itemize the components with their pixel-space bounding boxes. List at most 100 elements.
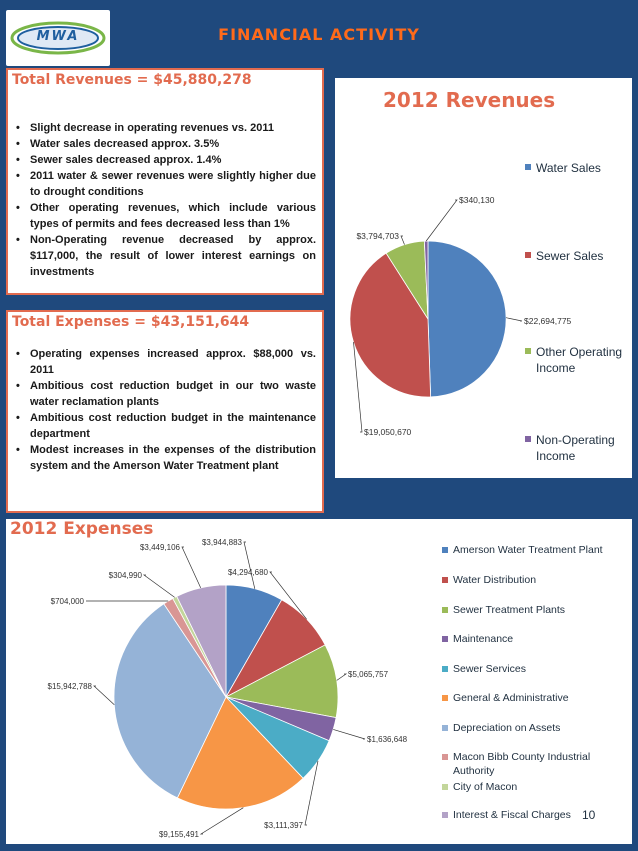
revenue-pie-chart: $22,694,775 $19,050,670 $3,794,703 $340,130 bbox=[349, 195, 572, 437]
legend-item-other-operating-income: Other Operating Income bbox=[525, 344, 631, 376]
data-label-sewer-treatment-plants: $5,065,757 bbox=[348, 670, 389, 679]
leader-line-maintenance bbox=[333, 729, 366, 740]
revenue-bullet: 2011 water & sewer revenues were slightl… bbox=[14, 168, 316, 200]
legend-swatch bbox=[442, 784, 448, 790]
revenue-chart-panel: $22,694,775 $19,050,670 $3,794,703 $340,130… bbox=[335, 78, 632, 478]
legend-label: Non-Operating Income bbox=[536, 433, 615, 463]
legend-item-interest-fiscal-charges: Interest & Fiscal Charges bbox=[442, 808, 623, 822]
leader-line-non-operating-income bbox=[425, 199, 458, 242]
legend-label: Amerson Water Treatment Plant bbox=[453, 544, 603, 556]
legend-item-macon-bibb-county-industrial-authority: Macon Bibb County Industrial Authority bbox=[442, 750, 623, 778]
legend-item-non-operating-income: Non-Operating Income bbox=[525, 432, 631, 464]
legend-swatch bbox=[525, 348, 531, 354]
legend-item-water-sales: Water Sales bbox=[525, 160, 631, 176]
logo: MWA bbox=[6, 10, 110, 66]
data-label-maintenance: $1,636,648 bbox=[367, 735, 408, 744]
legend-swatch bbox=[442, 812, 448, 818]
data-label-general-administrative: $9,155,491 bbox=[159, 830, 200, 839]
revenue-bullet: Water sales decreased approx. 3.5% bbox=[14, 136, 316, 152]
data-label-non-operating-income: $340,130 bbox=[459, 195, 495, 205]
legend-label: General & Administrative bbox=[453, 692, 569, 704]
pie-slice-non-operating-income bbox=[423, 240, 429, 320]
legend-swatch bbox=[442, 636, 448, 642]
page-number: 10 bbox=[582, 808, 596, 822]
pie-slice-sewer-treatment-plants bbox=[224, 644, 339, 719]
leader-line-water-sales bbox=[505, 317, 523, 322]
legend-swatch bbox=[525, 436, 531, 442]
legend-swatch bbox=[442, 725, 448, 731]
legend-label: Sewer Sales bbox=[536, 249, 604, 263]
legend-swatch bbox=[442, 547, 448, 553]
leader-line-general-administrative bbox=[199, 807, 244, 835]
data-label-water-sales: $22,694,775 bbox=[524, 316, 572, 326]
legend-swatch bbox=[442, 695, 448, 701]
revenue-summary-box: Total Revenues = $45,880,278 Slight decr… bbox=[6, 68, 324, 295]
legend-item-sewer-services: Sewer Services bbox=[442, 662, 623, 676]
revenue-summary-heading: Total Revenues = $45,880,278 bbox=[12, 72, 252, 88]
legend-item-sewer-treatment-plants: Sewer Treatment Plants bbox=[442, 603, 623, 617]
expense-chart-title: 2012 Expenses bbox=[10, 519, 154, 539]
expense-bullet-list: Operating expenses increased approx. $88… bbox=[14, 346, 316, 474]
legend-swatch bbox=[442, 754, 448, 760]
revenue-bullet: Other operating revenues, which include … bbox=[14, 200, 316, 232]
data-label-sewer-sales: $19,050,670 bbox=[364, 427, 412, 437]
expense-bullet: Ambitious cost reduction budget in the m… bbox=[14, 410, 316, 442]
expense-bullet: Operating expenses increased approx. $88… bbox=[14, 346, 316, 378]
legend-label: Other Operating Income bbox=[536, 345, 623, 375]
legend-swatch bbox=[442, 666, 448, 672]
leader-line-sewer-treatment-plants bbox=[336, 673, 348, 681]
data-label-sewer-services: $3,111,397 bbox=[264, 821, 303, 830]
revenue-chart-title: 2012 Revenues bbox=[383, 88, 556, 112]
expense-pie-chart: $3,944,883 $4,294,680 $5,065,757 $1,636,648… bbox=[48, 538, 408, 839]
pie-slice-water-sales bbox=[427, 240, 507, 398]
logo-text: MWA bbox=[36, 29, 80, 44]
legend-label: Macon Bibb County Industrial Authority bbox=[453, 751, 591, 777]
legend-item-depreciation-on-assets: Depreciation on Assets bbox=[442, 721, 623, 735]
legend-label: Water Distribution bbox=[453, 574, 537, 586]
legend-item-general-administrative: General & Administrative bbox=[442, 691, 623, 705]
revenue-bullet: Slight decrease in operating revenues vs… bbox=[14, 120, 316, 136]
legend-swatch bbox=[442, 577, 448, 583]
legend-item-amerson-water-treatment-plant: Amerson Water Treatment Plant bbox=[442, 543, 623, 557]
legend-swatch bbox=[525, 164, 531, 170]
leader-line-interest-fiscal-charges bbox=[181, 546, 202, 589]
leader-line-other-operating-income bbox=[400, 235, 405, 245]
leader-line-city-of-macon bbox=[142, 574, 175, 598]
data-label-other-operating-income: $3,794,703 bbox=[356, 231, 399, 241]
expense-bullet: Modest increases in the expenses of the … bbox=[14, 442, 316, 474]
legend-item-sewer-sales: Sewer Sales bbox=[525, 248, 631, 264]
legend-label: Interest & Fiscal Charges bbox=[453, 809, 571, 821]
data-label-water-distribution: $4,294,680 bbox=[228, 568, 269, 577]
pie-slice-depreciation-on-assets bbox=[113, 603, 227, 799]
revenue-bullet: Non-Operating revenue decreased by appro… bbox=[14, 232, 316, 280]
data-label-depreciation-on-assets: $15,942,788 bbox=[48, 682, 93, 691]
legend-label: Maintenance bbox=[453, 633, 514, 645]
page-title: FINANCIAL ACTIVITY bbox=[218, 25, 420, 44]
legend-label: Sewer Treatment Plants bbox=[453, 604, 566, 616]
revenue-bullet: Sewer sales decreased approx. 1.4% bbox=[14, 152, 316, 168]
data-label-interest-fiscal-charges: $3,449,106 bbox=[140, 543, 181, 552]
expense-bullet: Ambitious cost reduction budget in our t… bbox=[14, 378, 316, 410]
leader-line-sewer-services bbox=[304, 760, 319, 826]
legend-label: Depreciation on Assets bbox=[453, 722, 561, 734]
expense-chart-panel: $3,944,883 $4,294,680 $5,065,757 $1,636,648… bbox=[6, 519, 632, 844]
pie-slice-general-administrative bbox=[176, 696, 304, 810]
data-label-amerson-water-treatment-plant: $3,944,883 bbox=[202, 538, 243, 547]
expense-summary-heading: Total Expenses = $43,151,644 bbox=[12, 314, 250, 330]
legend-item-maintenance: Maintenance bbox=[442, 632, 623, 646]
legend-label: City of Macon bbox=[453, 781, 518, 793]
leader-line-depreciation-on-assets bbox=[93, 685, 115, 706]
legend-label: Water Sales bbox=[536, 161, 601, 175]
data-label-macon-bibb-county-industrial-authority: $704,000 bbox=[51, 597, 85, 606]
leader-line-amerson-water-treatment-plant bbox=[243, 541, 256, 589]
legend-item-water-distribution: Water Distribution bbox=[442, 573, 623, 587]
expense-summary-box: Total Expenses = $43,151,644 Operating e… bbox=[6, 310, 324, 513]
legend-label: Sewer Services bbox=[453, 663, 526, 675]
data-label-city-of-macon: $304,990 bbox=[109, 571, 143, 580]
leader-line-sewer-sales bbox=[353, 341, 363, 433]
legend-item-city-of-macon: City of Macon bbox=[442, 780, 623, 794]
legend-swatch bbox=[525, 252, 531, 258]
revenue-bullet-list: Slight decrease in operating revenues vs… bbox=[14, 120, 316, 280]
leader-line-water-distribution bbox=[269, 571, 307, 620]
legend-swatch bbox=[442, 607, 448, 613]
